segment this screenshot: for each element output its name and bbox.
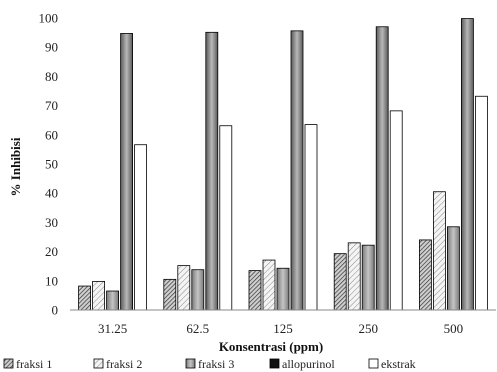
x-tick-label: 250 (358, 321, 378, 336)
legend: fraksi 1 fraksi 2 fraksi 3 allopurinol ekstr… (3, 357, 416, 371)
y-tick-label: 50 (45, 157, 58, 172)
y-tick-label: 60 (45, 127, 58, 142)
x-axis-ticks: 31.25 62.5 125 250 500 (98, 321, 463, 336)
legend-label: fraksi 2 (106, 357, 142, 371)
legend-label: allopurinol (282, 357, 335, 371)
legend-item-fraksi-1: fraksi 1 (3, 357, 52, 371)
bar-fraksi-1-500 (418, 239, 432, 311)
bar-ekstrak-500 (474, 95, 488, 311)
y-tick-label: 90 (45, 40, 58, 55)
bars-group (78, 18, 488, 311)
x-tick-label: 31.25 (98, 321, 127, 336)
legend-swatch (269, 358, 280, 369)
bar-fraksi-1-62.5 (163, 278, 177, 311)
y-axis-ticks: 0 10 20 30 40 50 60 70 80 90 100 (39, 11, 59, 318)
legend-swatch (185, 358, 196, 369)
bar-allopurinol-250 (375, 26, 389, 311)
y-tick-label: 0 (52, 303, 59, 318)
x-tick-label: 500 (444, 321, 464, 336)
legend-swatch (93, 358, 104, 369)
legend-label: fraksi 3 (198, 357, 234, 371)
y-tick-label: 20 (45, 244, 58, 259)
bar-fraksi-3-62.5 (191, 269, 205, 311)
bar-allopurinol-500 (460, 18, 474, 311)
bar-fraksi-2-125 (262, 259, 276, 311)
bar-ekstrak-125 (304, 124, 318, 311)
bar-fraksi-3-500 (446, 226, 460, 311)
bar-fraksi-2-31.25 (92, 280, 105, 311)
y-tick-label: 100 (39, 11, 59, 26)
legend-item-fraksi-2: fraksi 2 (93, 357, 142, 371)
x-tick-label: 62.5 (186, 321, 209, 336)
legend-swatch (368, 358, 379, 369)
bar-fraksi-3-125 (276, 267, 290, 311)
bar-ekstrak-250 (389, 110, 403, 311)
bar-fraksi-2-250 (347, 242, 361, 311)
legend-item-ekstrak: ekstrak (368, 357, 416, 371)
bar-fraksi-3-31.25 (106, 290, 119, 311)
legend-label: ekstrak (381, 357, 416, 371)
legend-swatch (3, 358, 14, 369)
y-tick-label: 10 (45, 273, 58, 288)
x-tick-label: 125 (273, 321, 293, 336)
legend-label: fraksi 1 (16, 357, 52, 371)
bar-ekstrak-31.25 (134, 144, 148, 311)
bar-allopurinol-31.25 (120, 33, 133, 311)
bar-fraksi-2-62.5 (177, 265, 191, 311)
y-axis-title: % Inhibisi (8, 137, 23, 196)
bar-allopurinol-62.5 (205, 31, 219, 311)
bar-fraksi-1-125 (248, 270, 262, 311)
legend-item-fraksi-3: fraksi 3 (185, 357, 234, 371)
bar-fraksi-1-31.25 (78, 285, 91, 311)
y-tick-label: 40 (45, 186, 58, 201)
bar-fraksi-2-500 (432, 191, 446, 311)
x-axis-title: Konsentrasi (ppm) (219, 339, 323, 354)
bar-ekstrak-62.5 (219, 125, 233, 311)
y-tick-label: 80 (45, 69, 58, 84)
bar-fraksi-3-250 (361, 244, 375, 311)
bar-fraksi-1-250 (333, 253, 347, 311)
legend-item-allopurinol: allopurinol (269, 357, 335, 371)
y-tick-label: 30 (45, 215, 58, 230)
bar-allopurinol-125 (290, 30, 304, 311)
y-tick-label: 70 (45, 98, 58, 113)
